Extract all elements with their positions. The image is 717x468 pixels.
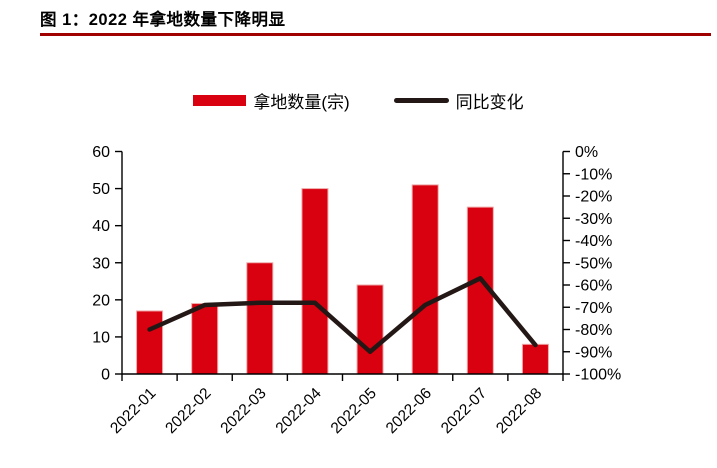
right-tick-label: -60% — [575, 278, 612, 295]
right-tick-label: -90% — [575, 344, 612, 361]
x-tick-label: 2022-07 — [438, 385, 490, 437]
legend-item-bar-series: 拿地数量(宗) — [193, 88, 350, 113]
left-tick-label: 30 — [92, 255, 110, 272]
chart-legend: 拿地数量(宗) 同比变化 — [0, 88, 717, 113]
right-tick-label: -40% — [575, 233, 612, 250]
legend-label-line-series: 同比变化 — [455, 93, 524, 112]
right-tick-label: -50% — [575, 255, 612, 272]
x-tick-label: 2022-08 — [493, 385, 545, 437]
legend-item-line-series: 同比变化 — [393, 88, 524, 113]
left-tick-label: 50 — [92, 181, 110, 198]
left-tick-label: 10 — [92, 329, 110, 346]
right-tick-label: -30% — [575, 211, 612, 228]
left-tick-label: 0 — [101, 367, 110, 384]
left-tick-label: 60 — [92, 144, 110, 161]
bar-2022-04 — [301, 188, 329, 375]
bar-series-swatch-icon — [193, 95, 247, 106]
bar-2022-08 — [521, 343, 549, 375]
title-underline — [40, 33, 711, 36]
bar-2022-03 — [246, 262, 274, 375]
x-tick-label: 2022-05 — [328, 385, 380, 437]
right-tick-label: -70% — [575, 300, 612, 317]
legend-label-bar-series: 拿地数量(宗) — [253, 93, 350, 112]
x-tick-label: 2022-02 — [162, 385, 214, 437]
bar-2022-02 — [191, 303, 219, 375]
right-tick-label: -20% — [575, 189, 612, 206]
yoy-line — [147, 276, 538, 354]
x-tick-label: 2022-04 — [273, 385, 326, 438]
line-series-swatch-icon — [393, 98, 449, 103]
right-tick-label: -10% — [575, 166, 612, 183]
bar-2022-05 — [356, 284, 384, 375]
right-tick-label: -80% — [575, 322, 612, 339]
figure-title: 图 1：2022 年拿地数量下降明显 — [40, 11, 286, 29]
left-tick-label: 40 — [92, 218, 110, 235]
x-tick-label: 2022-06 — [383, 385, 435, 437]
bar-2022-06 — [411, 184, 439, 375]
x-tick-label: 2022-01 — [107, 385, 159, 437]
right-tick-label: 0% — [575, 144, 598, 161]
combo-chart: 60 50 40 30 20 10 0 0% -10% -20% -30% -40% -50% -60% -… — [92, 144, 621, 438]
bar-2022-01 — [136, 310, 164, 375]
x-tick-label: 2022-03 — [217, 385, 269, 437]
left-tick-label: 20 — [92, 292, 110, 309]
right-tick-label: -100% — [575, 367, 621, 384]
